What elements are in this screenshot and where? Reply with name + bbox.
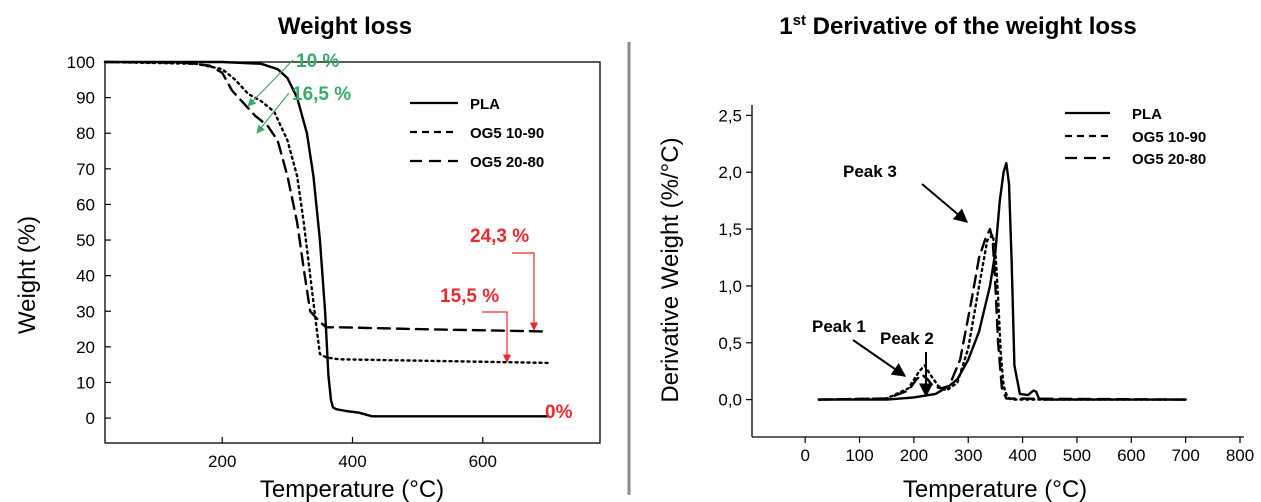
y-tick-label: 2,5 (718, 106, 742, 125)
weight-loss-x-ticks: 200 400 600 (208, 437, 497, 471)
y-tick-label: 80 (76, 124, 95, 143)
y-tick-label: 1,5 (718, 220, 742, 239)
y-tick-label: 0,5 (718, 334, 742, 353)
peak-1-arrow (852, 339, 907, 377)
x-tick-label: 800 (1226, 446, 1254, 465)
series-line-og5-20-80 (817, 227, 1187, 401)
annotation-16-5pct: 16,5 % (292, 84, 351, 105)
derivative-xlabel: Temperature (°C) (903, 476, 1087, 502)
annotation-24-3pct: 24,3 % (470, 226, 529, 247)
x-tick-label: 200 (208, 452, 236, 471)
derivative-title: 1st Derivative of the weight loss (779, 12, 1136, 40)
y-tick-label: 60 (76, 195, 95, 214)
y-tick-label: 10 (76, 373, 95, 392)
y-tick-label: 1,0 (718, 277, 742, 296)
y-tick-label: 0 (86, 409, 95, 428)
derivative-series (817, 161, 1187, 401)
y-tick-label: 2,0 (718, 163, 742, 182)
peak-2-label: Peak 2 (880, 329, 934, 348)
annotation-15-5pct-arrow (482, 311, 512, 363)
x-tick-label: 600 (1117, 446, 1145, 465)
y-tick-label: 90 (76, 89, 95, 108)
annotation-15-5pct: 15,5 % (440, 286, 499, 307)
annotation-16-5pct-arrow (256, 92, 290, 134)
weight-loss-xlabel: Temperature (°C) (260, 476, 444, 502)
legend-label-og5-10-90-2: OG5 10-90 (1132, 129, 1206, 146)
derivative-x-ticks: 0 100 200 300 400 500 600 700 800 (800, 437, 1254, 465)
weight-loss-ylabel: Weight (%) (14, 216, 41, 334)
y-tick-label: 100 (67, 53, 95, 72)
legend-label-pla-2: PLA (1132, 106, 1162, 123)
annotation-10pct: 10 % (296, 51, 339, 72)
x-tick-label: 300 (954, 446, 982, 465)
x-tick-label: 100 (845, 446, 873, 465)
series-line-og5-10-90 (817, 233, 1187, 401)
x-tick-label: 200 (900, 446, 928, 465)
derivative-chart: 1st Derivative of the weight loss 0,0 0,5… (657, 12, 1254, 502)
weight-loss-title: Weight loss (278, 13, 412, 40)
legend-label-og5-10-90: OG5 10-90 (470, 125, 544, 142)
peak-3-arrow (921, 183, 969, 223)
y-tick-label: 70 (76, 160, 95, 179)
y-tick-label: 30 (76, 302, 95, 321)
weight-loss-legend: PLA OG5 10-90 OG5 20-80 (410, 96, 544, 171)
series-line-og5-10-90 (103, 60, 550, 365)
derivative-title-superscript: st (793, 12, 806, 29)
derivative-title-text: Derivative of the weight loss (806, 13, 1137, 40)
peak-3-label: Peak 3 (843, 162, 897, 181)
x-tick-label: 700 (1171, 446, 1199, 465)
legend-label-og5-20-80-2: OG5 20-80 (1132, 151, 1206, 168)
y-tick-label: 50 (76, 231, 95, 250)
x-tick-label: 500 (1063, 446, 1091, 465)
peak-1-label: Peak 1 (812, 317, 866, 336)
derivative-annotations: Peak 1 Peak 2 Peak 3 (812, 162, 969, 398)
derivative-y-ticks: 0,0 0,5 1,0 1,5 2,0 2,5 (718, 106, 752, 410)
weight-loss-series (103, 60, 550, 418)
x-tick-label: 600 (469, 452, 497, 471)
annotation-0pct: 0% (545, 402, 573, 423)
x-tick-label: 400 (1008, 446, 1036, 465)
legend-label-og5-20-80: OG5 20-80 (470, 154, 544, 171)
y-tick-label: 0,0 (718, 391, 742, 410)
series-line-pla (103, 60, 550, 418)
weight-loss-annotations: 10 % 16,5 % 24,3 % 15,5 % 0% (247, 51, 573, 423)
weight-loss-y-ticks: 0 10 20 30 40 50 60 70 80 90 100 (67, 53, 111, 428)
derivative-legend: PLA OG5 10-90 OG5 20-80 (1065, 106, 1206, 168)
series-line-og5-20-80 (103, 60, 550, 333)
y-tick-label: 40 (76, 267, 95, 286)
x-tick-label: 400 (338, 452, 366, 471)
derivative-ylabel: Derivative Weight (%/°C) (657, 137, 684, 402)
legend-label-pla: PLA (470, 96, 500, 113)
annotation-10pct-arrow (247, 59, 294, 107)
x-tick-label: 0 (800, 446, 809, 465)
annotation-24-3pct-arrow (512, 252, 539, 331)
weight-loss-chart: Weight loss 0 10 20 30 40 50 60 70 80 90 100 200 40… (14, 13, 601, 502)
derivative-title-number: 1 (779, 13, 792, 40)
y-tick-label: 20 (76, 338, 95, 357)
